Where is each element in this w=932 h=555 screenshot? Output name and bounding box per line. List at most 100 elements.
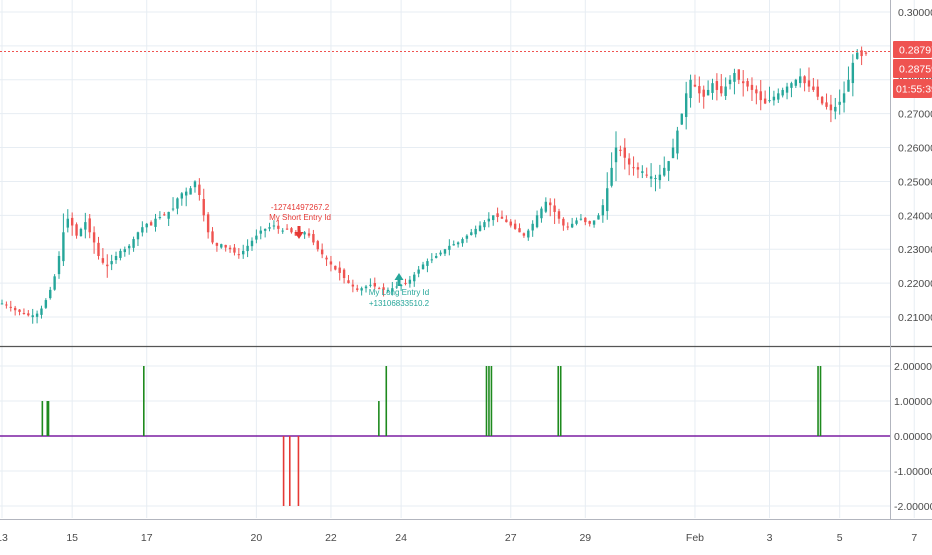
short-entry-value: -12741497267.2 [271, 203, 330, 212]
candle-body [246, 245, 249, 252]
candle-body [404, 282, 407, 284]
candle-body [711, 83, 714, 93]
candle-body [136, 232, 140, 240]
indicator-tick-label: -1.00000 [894, 466, 932, 478]
candle-body [285, 228, 289, 230]
candle-body [369, 284, 372, 286]
candle-body [549, 202, 552, 206]
countdown-badge: 01:55:39 [893, 79, 932, 98]
candle-body [452, 244, 455, 246]
candle-body [702, 89, 705, 97]
indicator-tick-label: 1.00000 [894, 396, 932, 408]
candles-layer [0, 46, 868, 324]
indicator-tick-label: -2.00000 [894, 501, 932, 513]
long-entry-annotation: My Long Entry Id +13106833510.2 [369, 273, 430, 308]
time-tick-label: 29 [579, 532, 591, 544]
candle-body [220, 244, 223, 248]
candle-body [689, 79, 692, 98]
candle-body [119, 250, 122, 258]
candle-body [816, 86, 819, 97]
candle-body [360, 288, 363, 291]
candle-body [619, 149, 622, 151]
long-entry-label: My Long Entry Id [369, 288, 429, 297]
candle-body [728, 79, 732, 85]
candle-body [417, 269, 420, 274]
candle-body [531, 223, 534, 231]
time-tick-label: Feb [686, 532, 704, 544]
candle-body [386, 289, 390, 291]
candle-body [351, 284, 355, 287]
candle-body [654, 178, 657, 180]
candle-body [513, 223, 517, 229]
candle-body [540, 208, 543, 219]
candle-body [496, 213, 499, 218]
short-entry-annotation: -12741497267.2 My Short Entry Id [269, 203, 331, 239]
candle-body [373, 282, 376, 287]
price-tick-label: 0.21000 [898, 312, 932, 324]
candle-body [84, 222, 87, 230]
candle-body [57, 256, 61, 275]
candle-body [149, 222, 153, 226]
candle-body [320, 249, 324, 255]
candle-body [456, 242, 460, 245]
candle-body [35, 313, 39, 317]
candle-body [570, 223, 574, 228]
time-tick-label: 27 [505, 532, 517, 544]
candle-body [856, 52, 859, 59]
candle-body [483, 222, 486, 228]
candle-body [768, 100, 771, 102]
time-tick-label: 3 [767, 532, 773, 544]
candle-body [724, 86, 727, 96]
candle-body [399, 284, 403, 287]
candle-body [500, 216, 504, 219]
candle-body [347, 280, 350, 284]
candle-body [290, 228, 293, 233]
candle-body [255, 235, 258, 240]
candle-body [737, 69, 741, 80]
candle-body [820, 96, 824, 104]
candle-body [509, 221, 512, 226]
candle-body [259, 230, 262, 234]
candle-body [202, 198, 205, 216]
time-tick-label: 15 [66, 532, 78, 544]
candle-body [505, 219, 508, 223]
candle-body [307, 233, 311, 236]
candle-body [676, 130, 679, 154]
candle-body [750, 84, 754, 90]
candle-body [123, 249, 127, 253]
candle-body [198, 184, 201, 195]
candle-body [641, 171, 644, 173]
candle-body [584, 217, 587, 223]
candle-body [706, 89, 710, 96]
candle-body [720, 86, 723, 94]
candle-body [803, 76, 806, 84]
candle-body [18, 309, 21, 312]
candle-body [44, 300, 48, 308]
candle-body [408, 279, 412, 284]
indicator-layer [0, 366, 890, 506]
candle-body [27, 313, 30, 316]
candle-body [535, 215, 539, 228]
candle-body [842, 93, 846, 103]
time-tick-label: 17 [141, 532, 153, 544]
candle-body [426, 261, 429, 266]
candle-body [171, 208, 175, 210]
candle-body [759, 91, 762, 101]
candle-body [228, 247, 232, 250]
candle-body [448, 245, 451, 250]
candle-body [755, 89, 758, 94]
indicator-tick-label: 2.00000 [894, 361, 932, 373]
candle-body [31, 315, 34, 318]
candle-body [303, 232, 306, 235]
candle-body [277, 225, 280, 229]
candle-body [395, 286, 398, 288]
candle-body [263, 228, 267, 231]
candle-body [733, 73, 736, 82]
candle-body [413, 274, 416, 282]
candle-body [606, 188, 609, 212]
